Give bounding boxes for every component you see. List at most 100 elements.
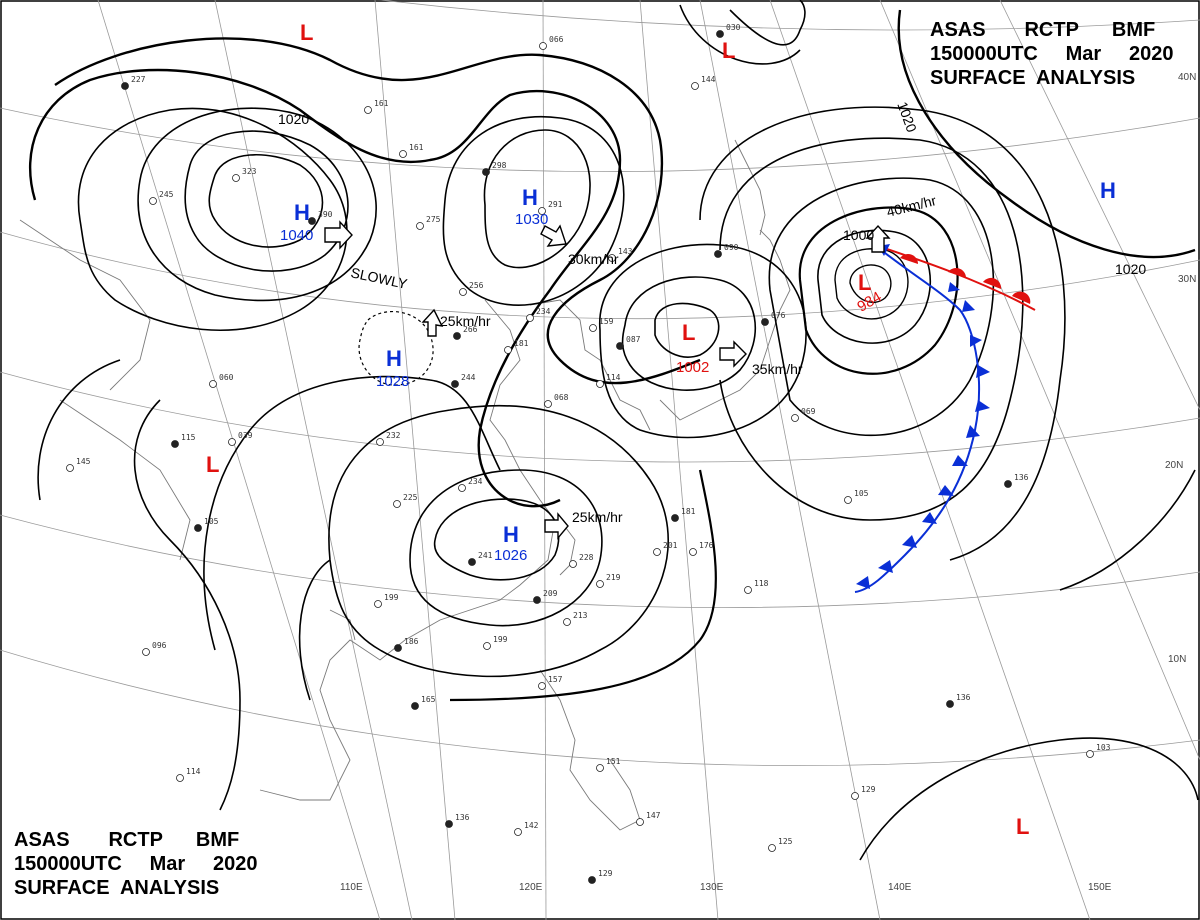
meridian-145e	[769, 0, 1091, 920]
station-plot: 227	[121, 75, 146, 90]
station-pressure: 161	[374, 99, 389, 108]
station-plot: 060	[209, 373, 234, 388]
station-marker	[714, 250, 722, 258]
station-marker	[653, 548, 661, 556]
station-pressure: 176	[699, 541, 714, 550]
station-marker	[691, 82, 699, 90]
station-plot: 076	[761, 311, 786, 326]
parallel-30n	[0, 231, 1200, 320]
meridian-130e	[639, 0, 719, 920]
station-pressure: 225	[403, 493, 418, 502]
station-plot: 151	[596, 757, 621, 772]
station-marker	[228, 438, 236, 446]
parallel-20n	[0, 371, 1200, 463]
isobar-label-1020-a: 1020	[278, 111, 309, 127]
station-plot: 219	[596, 573, 621, 588]
station-marker	[458, 484, 466, 492]
high-motion-1028: 25km/hr	[440, 313, 491, 329]
station-plot: 144	[691, 75, 716, 90]
isobar-992	[834, 248, 909, 320]
station-pressure: 066	[549, 35, 564, 44]
station-pressure: 087	[626, 335, 641, 344]
station-pressure: 181	[514, 339, 529, 348]
taiwan-coast	[559, 519, 576, 576]
lon-label-110e: 110E	[340, 882, 363, 893]
motion-arrow-1002	[719, 340, 747, 368]
station-plot: 266	[453, 325, 478, 340]
station-marker	[616, 342, 624, 350]
meridian-100e	[97, 0, 381, 920]
lon-label-120e: 120E	[519, 882, 543, 893]
station-plot: 090	[714, 243, 739, 258]
header-top-line1: ASAS RCTP BMF	[930, 19, 1155, 41]
low-motion-984: 40km/hr	[885, 192, 938, 220]
station-marker	[194, 524, 202, 532]
low-center-1002: L	[682, 320, 695, 345]
station-plot: 186	[394, 637, 419, 652]
station-marker	[459, 288, 467, 296]
station-pressure: 157	[548, 675, 563, 684]
station-plot: 129	[851, 785, 876, 800]
isobar-1024	[409, 469, 603, 627]
isobar-south-east	[859, 737, 1199, 861]
parallel-50n	[376, 0, 1200, 31]
isobar-label-1000: 1000	[843, 227, 874, 243]
station-marker	[1004, 480, 1012, 488]
cold-front-line	[854, 244, 980, 593]
station-pressure: 181	[681, 507, 696, 516]
motion-arrow-984	[865, 224, 891, 253]
station-pressure: 142	[524, 821, 539, 830]
coastlines	[19, 139, 791, 831]
station-pressure: 115	[181, 433, 196, 442]
station-pressure: 076	[771, 311, 786, 320]
station-pressure: 323	[242, 167, 257, 176]
station-pressure: 266	[463, 325, 478, 334]
station-plot: 103	[1086, 743, 1111, 758]
high-center-1026: H	[503, 522, 519, 547]
station-plot: 105	[844, 489, 869, 504]
station-marker	[946, 700, 954, 708]
meridian-110e	[374, 0, 456, 920]
station-marker	[416, 222, 424, 230]
station-marker	[374, 600, 382, 608]
isobar-1012-east	[699, 106, 1066, 561]
station-plot: 323	[232, 167, 257, 182]
low-center-northeast: L	[722, 38, 735, 63]
china-coast	[259, 299, 556, 801]
parallel-0	[0, 649, 1200, 766]
isobar-1028-dashed	[358, 311, 434, 386]
station-pressure: 234	[536, 307, 551, 316]
high-pressure-1028: 1028	[376, 373, 409, 390]
station-pressure: 129	[598, 869, 613, 878]
station-pressure: 118	[754, 579, 769, 588]
lon-label-150e: 150E	[1088, 882, 1112, 893]
station-marker	[453, 332, 461, 340]
station-pressure: 030	[726, 23, 741, 32]
high-pressure-1026: 1026	[494, 547, 527, 564]
station-pressure: 144	[701, 75, 716, 84]
hainan-coast	[329, 609, 356, 641]
high-pressure-1030: 1030	[515, 211, 548, 228]
station-pressure: 114	[186, 767, 201, 776]
station-pressure: 096	[152, 641, 167, 650]
meridian-105e	[214, 0, 413, 920]
station-plot: 066	[539, 35, 564, 50]
station-plot: 176	[689, 541, 714, 556]
isobar-1002	[654, 302, 720, 358]
philippines-coast	[539, 669, 641, 831]
lat-label-40n: 40N	[1178, 72, 1196, 83]
station-pressure: 151	[606, 757, 621, 766]
station-marker	[209, 380, 217, 388]
low-center-north: L	[300, 20, 313, 45]
high-center-1028: H	[386, 346, 402, 371]
station-marker	[121, 82, 129, 90]
station-plot: 087	[616, 335, 641, 350]
sakhalin-coast	[734, 139, 766, 236]
station-pressure: 105	[854, 489, 869, 498]
station-marker	[589, 324, 597, 332]
station-pressure: 256	[469, 281, 484, 290]
station-plot: 199	[483, 635, 508, 650]
station-marker	[445, 820, 453, 828]
lat-label-30n: 30N	[1178, 274, 1196, 285]
